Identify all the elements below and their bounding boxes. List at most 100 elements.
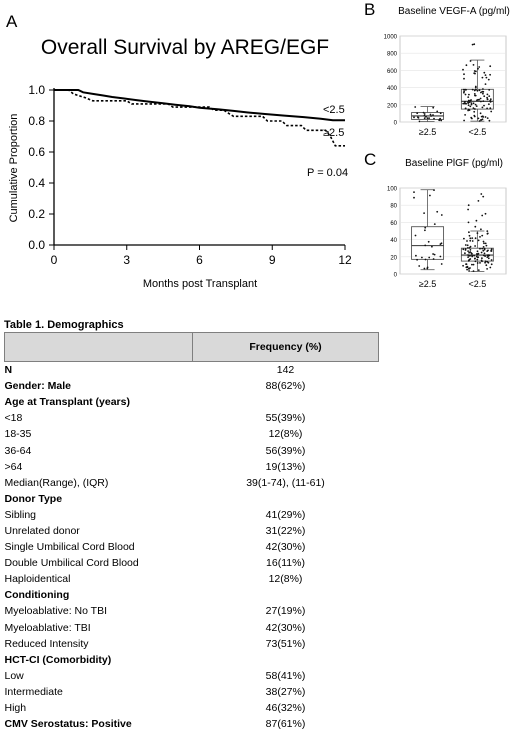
row-label: CMV Serostatus: Positive <box>4 718 132 731</box>
data-point <box>480 100 482 103</box>
data-point <box>439 255 442 258</box>
outlier-point <box>484 212 487 215</box>
row-label: 18-35 <box>4 428 32 441</box>
row-value: 46(32%) <box>265 702 306 715</box>
data-point <box>480 251 483 254</box>
table-row: Age at Transplant (years) <box>5 394 379 410</box>
x-category-label: <2.5 <box>468 127 486 137</box>
data-point <box>466 240 468 242</box>
data-point <box>428 117 430 119</box>
data-point <box>472 107 475 109</box>
data-point <box>470 252 473 254</box>
box-iqr <box>411 226 445 260</box>
data-point <box>484 255 486 257</box>
table-row: Conditioning <box>5 587 379 603</box>
outlier-point <box>477 200 480 202</box>
data-point <box>479 262 481 264</box>
data-point <box>489 65 492 68</box>
data-point <box>486 232 489 235</box>
data-point <box>485 76 488 79</box>
data-point <box>474 103 477 106</box>
data-point <box>483 252 486 255</box>
data-point <box>467 256 469 258</box>
table-row: 18-35 12(8%) <box>5 426 379 442</box>
table-row: Double Umbilical Cord Blood 16(11%) <box>5 555 379 571</box>
data-point <box>476 253 478 255</box>
data-point <box>473 254 475 257</box>
p-value-annotation: P = 0.04 <box>307 167 348 179</box>
row-label: Intermediate <box>4 685 63 698</box>
outlier-point <box>467 208 469 211</box>
data-point <box>483 242 485 245</box>
data-point <box>488 103 490 106</box>
data-point <box>490 249 493 252</box>
outlier-point <box>473 43 476 46</box>
data-point <box>471 88 474 91</box>
data-point <box>481 106 484 109</box>
row-label: Myeloablative: No TBI <box>4 605 108 618</box>
data-point <box>423 267 426 270</box>
series-label-high: ≥2.5 <box>323 127 344 139</box>
data-point <box>433 223 436 225</box>
data-point <box>468 254 471 257</box>
data-point <box>463 119 465 122</box>
y-tick-label: 0.8 <box>28 114 45 128</box>
row-label: >64 <box>4 460 23 473</box>
row-label: N <box>4 364 13 377</box>
data-point <box>465 64 468 67</box>
data-point <box>467 104 470 107</box>
row-label: Sibling <box>4 508 37 521</box>
table-header-frequency: Frequency (%) <box>192 332 379 362</box>
data-point <box>463 90 465 93</box>
x-tick-label: 12 <box>338 253 352 267</box>
outlier-point <box>482 195 485 198</box>
panel-label-b: B <box>364 0 376 19</box>
row-value: 88(62%) <box>265 380 306 393</box>
table-row: Haploidentical 12(8%) <box>5 571 379 587</box>
data-point <box>464 244 467 246</box>
data-point <box>488 119 491 122</box>
data-point <box>484 74 487 76</box>
data-point <box>473 70 476 72</box>
data-point <box>464 248 467 250</box>
data-point <box>415 254 417 257</box>
data-point <box>436 110 439 113</box>
x-tick-label: 6 <box>196 253 203 267</box>
data-point <box>472 270 475 272</box>
data-point <box>477 117 480 120</box>
data-point <box>462 264 464 267</box>
row-value: 38(27%) <box>265 685 306 698</box>
data-point <box>433 117 435 120</box>
data-point <box>490 110 493 113</box>
data-point <box>471 263 473 266</box>
data-point <box>414 106 417 108</box>
boxplot-title: Baseline VEGF-A (pg/ml) <box>398 6 510 17</box>
data-point <box>485 244 488 247</box>
data-point <box>414 234 417 237</box>
data-point <box>489 73 491 76</box>
y-tick-label: 0.2 <box>28 207 45 221</box>
x-tick-label: 3 <box>123 253 130 267</box>
data-point <box>440 263 443 265</box>
data-point <box>486 254 489 256</box>
table-row: CMV Serostatus: Positive 87(61%) <box>5 716 379 732</box>
data-point <box>487 261 490 264</box>
row-value: 12(8%) <box>268 573 303 586</box>
data-point <box>487 254 490 257</box>
data-point <box>422 111 425 114</box>
data-point <box>423 117 426 120</box>
data-point <box>467 99 470 102</box>
data-point <box>423 113 426 115</box>
data-point <box>439 243 442 245</box>
data-point <box>486 268 488 270</box>
data-point <box>469 239 472 242</box>
data-point <box>417 116 419 119</box>
data-point <box>474 260 477 263</box>
row-value: 42(30%) <box>265 541 306 554</box>
data-point <box>475 255 478 258</box>
y-tick-label: 1000 <box>384 35 398 41</box>
row-value: 19(13%) <box>265 460 306 473</box>
data-point <box>470 103 473 106</box>
data-point <box>426 266 429 269</box>
row-value: 42(30%) <box>265 621 306 634</box>
